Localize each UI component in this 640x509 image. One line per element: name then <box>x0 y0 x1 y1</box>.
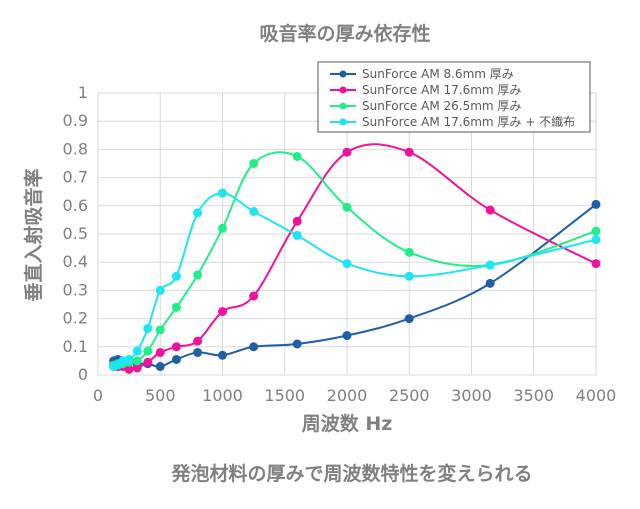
data-point <box>249 291 259 301</box>
legend-label: SunForce AM 17.6mm 厚み + 不織布 <box>362 115 575 129</box>
data-point <box>292 216 302 226</box>
data-point <box>155 347 165 357</box>
data-point <box>342 147 352 157</box>
chart-title: 吸音率の厚み依存性 <box>259 22 430 45</box>
data-point <box>292 339 302 349</box>
data-point <box>218 307 227 317</box>
y-tick-label: 0.2 <box>63 309 88 328</box>
legend-swatch-marker <box>339 118 347 126</box>
legend-label: SunForce AM 17.6mm 厚み <box>362 83 521 97</box>
data-point <box>404 247 414 257</box>
legend-label: SunForce AM 26.5mm 厚み <box>362 99 521 113</box>
data-point <box>249 206 259 216</box>
legend-item: SunForce AM 17.6mm 厚み + 不織布 <box>330 115 575 129</box>
data-point <box>143 346 153 356</box>
series-4 <box>109 188 601 372</box>
legend-swatch-marker <box>339 70 347 78</box>
data-point <box>485 205 495 215</box>
data-point <box>132 356 142 366</box>
data-point <box>404 314 414 324</box>
x-tick-label: 0 <box>93 386 103 405</box>
data-point <box>155 285 165 295</box>
data-point <box>124 354 134 364</box>
x-tick-label: 2000 <box>327 386 368 405</box>
x-tick-label: 4000 <box>576 386 617 405</box>
y-tick-label: 0.4 <box>63 252 88 271</box>
data-point <box>485 260 495 270</box>
x-tick-label: 3000 <box>451 386 492 405</box>
data-point <box>193 208 203 218</box>
data-point <box>171 271 181 281</box>
y-tick-label: 1 <box>78 83 88 102</box>
legend-swatch-marker <box>339 86 347 94</box>
legend-item: SunForce AM 17.6mm 厚み <box>330 83 521 97</box>
y-axis-label: 垂直入射吸音率 <box>22 168 45 301</box>
data-point <box>132 363 142 373</box>
data-point <box>193 347 203 357</box>
y-tick-label: 0.3 <box>63 280 88 299</box>
data-point <box>342 259 352 269</box>
data-point <box>249 159 259 168</box>
data-point <box>218 223 227 233</box>
legend: SunForce AM 8.6mm 厚み SunForce AM 17.6mm 厚… <box>317 61 591 133</box>
data-point <box>485 278 495 288</box>
x-tick-label: 1500 <box>264 386 305 405</box>
data-point <box>171 342 181 352</box>
y-tick-label: 0.8 <box>63 139 88 158</box>
x-tick-label: 500 <box>145 386 176 405</box>
y-tick-label: 0.6 <box>63 196 88 215</box>
y-tick-label: 0.1 <box>63 337 88 356</box>
data-point <box>155 325 165 335</box>
x-tick-label: 1000 <box>202 386 243 405</box>
data-point <box>132 346 142 356</box>
data-point <box>292 230 302 240</box>
series-layer <box>109 143 601 374</box>
data-point <box>143 323 153 333</box>
data-point <box>404 271 414 281</box>
data-point <box>171 302 181 312</box>
data-point <box>591 259 601 269</box>
data-point <box>249 342 259 352</box>
legend-label: SunForce AM 8.6mm 厚み <box>362 67 514 81</box>
legend-item: SunForce AM 26.5mm 厚み <box>330 99 521 113</box>
x-axis-label: 周波数 Hz <box>302 412 393 435</box>
data-point <box>193 336 203 346</box>
y-tick-label: 0.7 <box>63 168 88 187</box>
data-point <box>404 147 414 157</box>
tick-labels: 0 500 1000 1500 2000 2500 3000 3500 4000 0 0.1 0.2 0… <box>63 83 617 405</box>
data-point <box>218 350 227 360</box>
y-tick-label: 0.5 <box>63 224 88 243</box>
x-tick-label: 3500 <box>513 386 554 405</box>
data-point <box>193 270 203 280</box>
data-point <box>591 226 601 236</box>
data-point <box>342 202 352 212</box>
data-point <box>591 235 601 245</box>
legend-box <box>317 61 591 133</box>
data-point <box>171 354 181 364</box>
legend-item: SunForce AM 8.6mm 厚み <box>330 67 514 81</box>
chart-caption: 発泡材料の厚みで周波数特性を変えられる <box>170 462 532 485</box>
x-tick-label: 2500 <box>389 386 430 405</box>
data-point <box>292 151 302 161</box>
data-point <box>143 357 153 367</box>
y-tick-label: 0 <box>78 365 88 384</box>
data-point <box>342 331 352 341</box>
data-point <box>124 364 134 374</box>
data-point <box>591 199 601 209</box>
legend-swatch-marker <box>339 102 347 110</box>
data-point <box>218 188 227 198</box>
data-point <box>155 362 165 372</box>
y-tick-label: 0.9 <box>63 111 88 130</box>
